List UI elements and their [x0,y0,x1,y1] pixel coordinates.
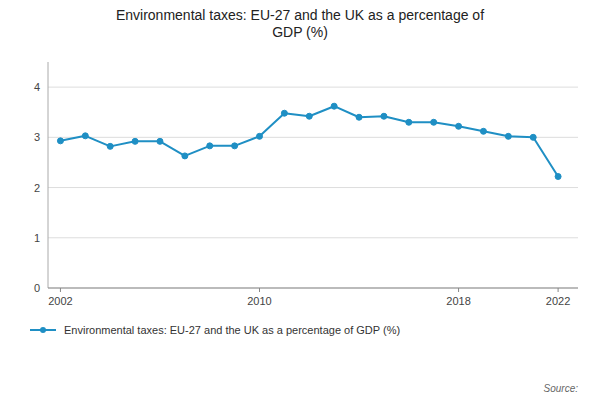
legend-marker [40,327,46,333]
point [232,143,238,149]
grid-line [48,187,578,188]
point [555,174,561,180]
point [306,113,312,119]
point [57,138,63,144]
point [207,143,213,149]
chart: Environmental taxes: EU-27 and the UK as… [0,0,600,400]
x-axis-line [48,288,578,289]
grid-line [48,137,578,138]
point [431,119,437,125]
point [480,128,486,134]
point [257,133,263,139]
point [406,119,412,125]
point [331,103,337,109]
y-tick-label: 4 [34,81,40,93]
grid-line [48,87,578,88]
legend: Environmental taxes: EU-27 and the UK as… [30,324,400,336]
x-tick-label: 2022 [546,295,570,307]
point [356,114,362,120]
x-tick [458,288,459,292]
grid-line [48,237,578,238]
grid-line [48,288,578,289]
point [530,134,536,140]
point [82,133,88,139]
point [456,123,462,129]
title: Environmental taxes: EU-27 and the UK as… [116,7,484,40]
x-tick-label: 2010 [247,295,271,307]
point [381,113,387,119]
x-tick [60,288,61,292]
point [281,110,287,116]
plot-data [57,103,561,179]
x-tick-label: 2002 [48,295,72,307]
y-tick-label: 0 [34,282,40,294]
point [505,133,511,139]
chart-container: Environmental taxes: EU-27 and the UK as… [0,0,600,400]
y-axis-line [48,62,49,288]
axes: 0 1 2 3 4 2002 2010 2018 2022 [34,62,578,307]
y-tick-label: 3 [34,131,40,143]
point [157,138,163,144]
x-tick-label: 2018 [446,295,470,307]
point [132,138,138,144]
x-tick [558,288,559,292]
title-line: GDP (%) [272,24,328,40]
y-tick-label: 1 [34,232,40,244]
legend-label: Environmental taxes: EU-27 and the UK as… [64,324,400,336]
title-line: Environmental taxes: EU-27 and the UK as… [116,7,484,23]
grid [48,87,578,288]
point [182,153,188,159]
annotation: Source: [544,383,579,394]
y-tick-label: 2 [34,182,40,194]
x-tick [259,288,260,292]
line [60,106,558,176]
point [107,143,113,149]
